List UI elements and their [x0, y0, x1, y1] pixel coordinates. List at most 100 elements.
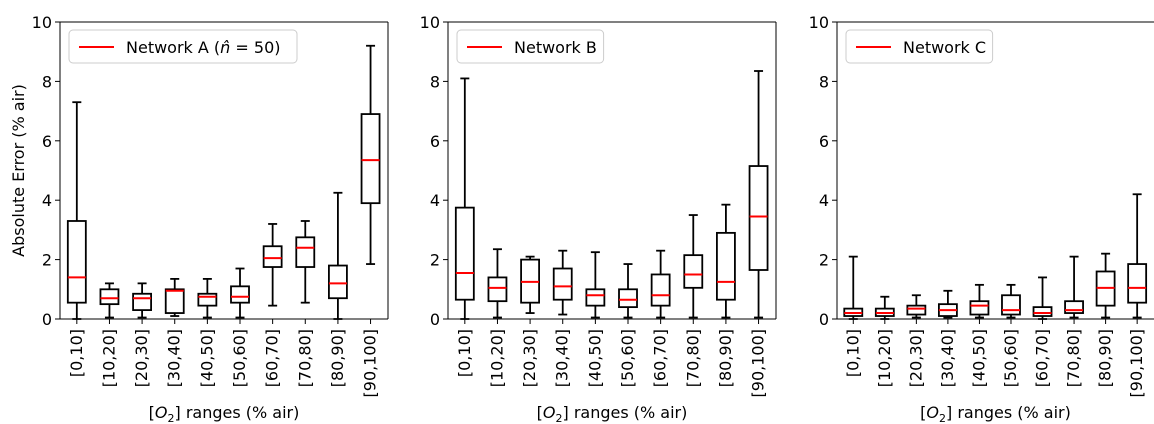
- y-tick-label: 2: [42, 251, 52, 270]
- box-[0,10]: [454, 77, 475, 320]
- x-tick-label: [50,60]: [1001, 329, 1020, 387]
- box-[0,10]: [843, 255, 864, 320]
- box-[20,30]: [132, 282, 152, 319]
- chart-panel-1: 0 2 4 6 8 10 [0,10] [10,20] [20,30] [30,40] [40,50…: [9, 13, 389, 424]
- y-tick-label: 4: [42, 191, 52, 210]
- legend-label: Network B: [514, 38, 597, 57]
- x-tick-label: [0,10]: [455, 329, 474, 377]
- y-tick-label: 10: [420, 13, 440, 32]
- x-tick-label: [60,70]: [651, 329, 670, 387]
- legend: Network B: [456, 29, 605, 64]
- x-tick-label: [30,40]: [938, 329, 957, 387]
- y-tick-label: 2: [430, 251, 440, 270]
- box-iqr: [295, 236, 316, 268]
- box-iqr: [650, 273, 671, 307]
- box-[70,80]: [1064, 255, 1084, 319]
- box-[50,60]: [618, 263, 638, 319]
- x-tick-label: [10,20]: [875, 329, 894, 387]
- box-[30,40]: [164, 278, 185, 317]
- y-tick-label: 0: [819, 310, 829, 329]
- box-iqr: [1064, 300, 1084, 314]
- x-tick-label: [40,50]: [197, 329, 216, 387]
- box-[60,70]: [262, 223, 283, 307]
- x-tick-label: [60,70]: [1033, 329, 1052, 387]
- legend-label: Network C: [903, 38, 986, 57]
- box-[20,30]: [906, 294, 927, 319]
- x-tick-label: [80,90]: [328, 329, 347, 387]
- x-tick-label: [0,10]: [843, 329, 862, 377]
- x-tick-label: [60,70]: [263, 329, 282, 387]
- box-[40,50]: [969, 283, 990, 319]
- x-tick-label: [30,40]: [165, 329, 184, 387]
- box-iqr: [360, 113, 381, 205]
- box-[60,70]: [1032, 276, 1053, 320]
- box-iqr: [969, 300, 990, 316]
- box-[70,80]: [683, 214, 704, 319]
- x-tick-label: [70,80]: [295, 329, 314, 387]
- box-iqr: [454, 206, 475, 301]
- y-tick-label: 2: [819, 251, 829, 270]
- box-[30,40]: [937, 289, 958, 319]
- legend-label: Network A (n̂ = 50): [126, 38, 281, 57]
- y-tick-label: 0: [42, 310, 52, 329]
- box-iqr: [618, 288, 638, 309]
- box-iqr: [906, 304, 927, 316]
- box-iqr: [683, 254, 704, 289]
- box-iqr: [262, 245, 283, 268]
- y-tick-label: 6: [42, 132, 52, 151]
- box-iqr: [230, 285, 250, 304]
- x-tick-label: [70,80]: [683, 329, 702, 387]
- box-[80,90]: [716, 203, 736, 319]
- box-[10,20]: [874, 295, 895, 320]
- legend-box: [456, 29, 605, 64]
- x-tick-label: [30,40]: [553, 329, 572, 387]
- x-tick-label: [90,100]: [1127, 329, 1146, 397]
- x-tick-label: [40,50]: [969, 329, 988, 387]
- y-tick-label: 4: [819, 191, 829, 210]
- box-[80,90]: [1095, 252, 1116, 319]
- box-iqr: [552, 267, 573, 301]
- x-tick-label: [20,30]: [132, 329, 151, 387]
- x-tick-label: [50,60]: [230, 329, 249, 387]
- legend: Network C: [845, 29, 994, 64]
- y-tick-label: 10: [32, 13, 52, 32]
- legend-box: [68, 29, 298, 64]
- x-tick-label: [0,10]: [67, 329, 86, 377]
- y-tick-label: 4: [430, 191, 440, 210]
- box-[90,100]: [1127, 193, 1148, 319]
- box-[50,60]: [230, 267, 250, 319]
- x-tick-label: [20,30]: [520, 329, 539, 387]
- box-iqr: [197, 292, 218, 307]
- box-iqr: [487, 276, 508, 303]
- legend: Network A (n̂ = 50): [68, 29, 298, 64]
- box-[50,60]: [1001, 283, 1021, 319]
- chart-panel-3: 0 2 4 6 8 10 [0,10] [10,20] [20,30] [30,40] [40,50…: [809, 13, 1154, 424]
- box-iqr: [132, 292, 152, 311]
- x-tick-label: [70,80]: [1064, 329, 1083, 387]
- box-[20,30]: [520, 255, 540, 314]
- x-tick-label: [10,20]: [99, 329, 118, 387]
- y-tick-label: 8: [819, 72, 829, 91]
- x-tick-label: [40,50]: [585, 329, 604, 387]
- box-[90,100]: [748, 70, 769, 319]
- legend-box: [845, 29, 994, 64]
- box-iqr: [716, 231, 736, 301]
- box-iqr: [1001, 294, 1021, 316]
- x-tick-label: [20,30]: [906, 329, 925, 387]
- box-iqr: [66, 220, 87, 304]
- box-[40,50]: [197, 278, 218, 319]
- box-[90,100]: [360, 44, 381, 265]
- x-tick-label: [80,90]: [1096, 329, 1115, 387]
- x-axis-label: [O2] ranges (% air): [149, 403, 300, 424]
- box-iqr: [1127, 263, 1148, 304]
- box-iqr: [328, 264, 348, 300]
- box-[30,40]: [552, 249, 573, 316]
- x-axis-label: [O2] ranges (% air): [537, 403, 688, 424]
- x-tick-label: [90,100]: [361, 329, 380, 397]
- x-tick-label: [90,100]: [749, 329, 768, 397]
- chart-panel-2: 0 2 4 6 8 10 [0,10] [10,20] [20,30] [30,40] [40,50…: [420, 13, 777, 424]
- box-iqr: [99, 288, 120, 306]
- x-tick-label: [10,20]: [487, 329, 506, 387]
- box-[70,80]: [295, 220, 316, 304]
